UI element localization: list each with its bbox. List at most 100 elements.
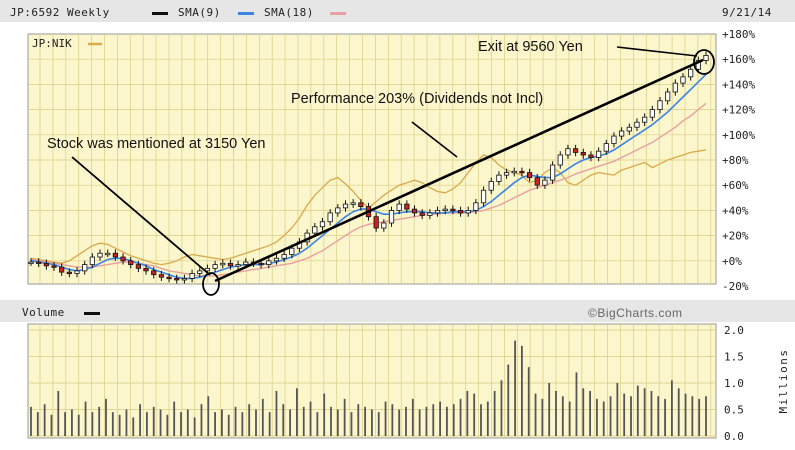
price-candle	[158, 274, 164, 278]
mentioned-pointer	[71, 156, 211, 276]
price-candle	[358, 202, 364, 208]
price-candle	[596, 150, 602, 158]
price-candle	[496, 174, 502, 182]
price-candle	[89, 256, 95, 265]
price-candle	[342, 203, 349, 209]
y-tick-label: +100%	[722, 129, 755, 142]
volume-legend-swatch	[84, 312, 100, 315]
price-candle	[151, 270, 157, 276]
price-candle	[327, 212, 333, 223]
price-candle	[565, 148, 571, 156]
price-candle	[557, 154, 563, 166]
price-candle	[404, 203, 410, 210]
price-candle	[657, 100, 663, 110]
price-candle	[174, 278, 180, 281]
exit-circle	[693, 49, 715, 75]
price-candle	[204, 267, 211, 272]
symbol-label: JP:6592 Weekly	[10, 6, 110, 19]
price-candle	[688, 68, 694, 78]
chart-date: 9/21/14	[722, 6, 772, 19]
volume-header: Volume ©BigCharts.com	[0, 300, 795, 322]
price-candle	[573, 148, 579, 153]
price-candle	[312, 226, 318, 234]
price-candle	[51, 265, 57, 268]
price-candle	[243, 261, 249, 265]
price-candle	[442, 208, 448, 212]
price-candle	[634, 121, 640, 128]
volume-tick-label: 2.0	[724, 324, 744, 337]
price-candle	[166, 276, 172, 280]
price-candle	[43, 262, 49, 267]
volume-tick-label: 0.0	[724, 430, 744, 443]
price-legend-swatch	[152, 12, 168, 15]
y-tick-label: +160%	[722, 53, 755, 66]
price-candle	[289, 247, 295, 255]
sma9-legend-swatch	[238, 12, 254, 15]
exit-pointer	[616, 46, 698, 57]
nik-legend-label: JP:NIK	[32, 37, 72, 50]
price-candle	[28, 261, 34, 264]
price-candle	[427, 212, 433, 216]
price-candle	[695, 60, 701, 70]
price-candle	[105, 252, 111, 256]
y-tick-label: -20%	[722, 280, 749, 293]
price-candle	[480, 189, 487, 204]
y-tick-label: +120%	[722, 104, 755, 117]
price-candle	[519, 170, 525, 174]
y-tick-label: +80%	[722, 154, 749, 167]
price-candle	[189, 272, 195, 279]
price-candle	[388, 209, 395, 224]
price-candle	[273, 257, 280, 262]
price-candle	[319, 221, 326, 228]
volume-tick-label: 0.5	[724, 404, 744, 417]
y-tick-label: +180%	[722, 28, 755, 41]
price-candle	[672, 82, 678, 93]
price-candle	[36, 261, 42, 264]
price-candle	[549, 164, 556, 181]
price-candle	[411, 208, 418, 214]
price-candle	[235, 264, 241, 267]
price-candle	[665, 91, 671, 102]
price-candle	[97, 252, 103, 258]
performance-annotation: Performance 203% (Dividends not Incl)	[291, 91, 543, 107]
y-tick-label: +140%	[722, 78, 755, 91]
price-candle	[373, 216, 379, 229]
volume-tick-label: 1.0	[724, 377, 744, 390]
y-tick-label: +60%	[722, 179, 749, 192]
sma18-legend-swatch	[330, 12, 346, 15]
price-candle	[488, 181, 494, 191]
price-candle	[542, 179, 548, 186]
price-candle	[680, 76, 686, 84]
price-candle	[526, 172, 533, 179]
price-candle	[120, 256, 126, 262]
price-candle	[350, 202, 356, 205]
price-candle	[603, 143, 609, 152]
price-plot-area	[27, 33, 717, 285]
price-candle	[220, 262, 226, 266]
price-candle	[212, 264, 218, 269]
price-candle	[434, 209, 441, 214]
price-candle	[503, 172, 510, 176]
price-candle	[642, 116, 648, 123]
price-candle	[135, 264, 141, 269]
price-candle	[281, 254, 287, 259]
bigcharts-watermark: ©BigCharts.com	[588, 306, 683, 320]
price-candle	[649, 109, 655, 118]
price-candle	[465, 209, 471, 214]
price-candle	[335, 207, 341, 214]
price-candle	[534, 177, 540, 186]
price-candle	[419, 212, 425, 216]
price-candle	[619, 130, 625, 137]
price-candle	[181, 278, 188, 281]
price-candle	[580, 152, 586, 156]
sma9-legend-label: SMA(9)	[178, 6, 221, 19]
price-candle	[511, 170, 517, 174]
price-candle	[258, 262, 264, 266]
price-candle	[396, 203, 402, 211]
price-candle	[266, 260, 272, 265]
price-candle	[197, 270, 203, 274]
volume-label: Volume	[22, 306, 65, 319]
price-candle	[611, 135, 617, 145]
price-candle	[473, 202, 479, 211]
